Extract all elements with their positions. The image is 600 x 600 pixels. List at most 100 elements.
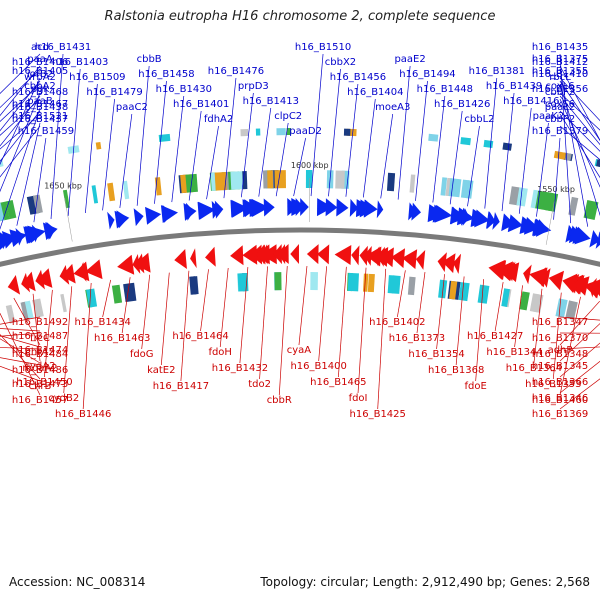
- feature-block: [255, 128, 261, 136]
- label-leader-line: [397, 270, 406, 318]
- label-leader-line: [397, 65, 411, 200]
- label-leader-line: [475, 279, 485, 382]
- forward-gene-arrow: [336, 198, 349, 217]
- forward-gene-label: h16_B1439: [486, 81, 542, 92]
- feature-block: [363, 273, 369, 292]
- label-leader-line: [200, 269, 209, 332]
- reverse-gene-arrow: [317, 244, 330, 265]
- scale-tick: [64, 198, 73, 242]
- forward-gene-label: h16_B1381: [469, 66, 525, 77]
- forward-gene-label: h16_B1456: [330, 72, 386, 83]
- label-leader-line: [380, 113, 394, 199]
- forward-gene-label: h16_B1438: [12, 102, 68, 113]
- feature-block: [335, 170, 345, 189]
- forward-gene-label: h16_B1403: [52, 57, 108, 68]
- label-leader-line: [136, 65, 150, 206]
- label-leader-line: [559, 296, 581, 396]
- feature-block: [91, 185, 99, 204]
- forward-gene-label: pgk: [31, 84, 50, 95]
- forward-gene-arrow: [486, 211, 495, 229]
- feature-block: [483, 139, 494, 149]
- label-leader-line: [0, 107, 41, 230]
- feature-block: [5, 200, 17, 220]
- label-leader-line: [293, 137, 306, 197]
- feature-block: [305, 170, 313, 189]
- forward-gene-arrow: [408, 202, 417, 221]
- reverse-gene-arrow: [437, 252, 447, 273]
- label-leader-line: [63, 286, 73, 394]
- label-leader-line: [416, 272, 426, 334]
- feature-block: [583, 200, 599, 220]
- feature-block: [0, 159, 4, 167]
- reverse-gene-arrow: [85, 259, 103, 280]
- forward-gene-label: acd: [31, 42, 49, 53]
- reverse-gene-label: h16_B1492: [12, 317, 68, 328]
- feature-block: [596, 159, 600, 167]
- forward-gene-arrow: [107, 211, 115, 230]
- label-leader-line: [0, 312, 41, 396]
- feature-block: [111, 284, 123, 304]
- feature-block: [347, 272, 359, 292]
- feature-block: [237, 273, 249, 292]
- forward-gene-label: paaL2: [545, 102, 576, 113]
- label-leader-line: [559, 316, 600, 321]
- reverse-gene-label: h16_B1345: [532, 361, 588, 372]
- forward-gene-label: cbbL2: [464, 114, 494, 125]
- reverse-gene-label: katE2: [147, 365, 175, 376]
- forward-gene-arrow: [535, 219, 550, 237]
- feature-block: [123, 282, 137, 303]
- reverse-gene-label: chrA2: [25, 347, 54, 358]
- reverse-gene-label: h16_B1486: [12, 365, 68, 376]
- forward-gene-arrow: [519, 216, 538, 235]
- forward-gene-label: h16_B1494: [399, 69, 455, 80]
- label-leader-line: [0, 338, 41, 364]
- forward-gene-arrow: [9, 229, 28, 247]
- forward-gene-arrow: [316, 198, 333, 217]
- feature-block: [267, 170, 274, 189]
- forward-gene-label: h16_B1467: [12, 99, 68, 110]
- feature-block: [190, 276, 199, 295]
- reverse-gene-arrow: [574, 274, 584, 295]
- reverse-gene-label: h16_B1460: [532, 395, 588, 406]
- forward-gene-arrow: [501, 213, 515, 232]
- feature-block: [276, 128, 286, 136]
- feature-block: [242, 171, 248, 190]
- forward-gene-label: h16_B1476: [208, 66, 264, 77]
- forward-gene-label: h16_B1509: [69, 72, 125, 83]
- forward-gene-label: clpC2: [274, 111, 302, 122]
- forward-gene-label: prpD3: [238, 81, 269, 92]
- forward-gene-label: cbbX2: [325, 57, 356, 68]
- reverse-gene-label: h16_B1353: [525, 379, 581, 390]
- forward-gene-label: h16_B1510: [295, 42, 351, 53]
- reverse-gene-label: tdo2: [248, 379, 271, 390]
- forward-gene-label: fdhA2: [204, 114, 233, 125]
- label-leader-line: [552, 292, 562, 380]
- feature-block: [386, 172, 396, 192]
- reverse-gene-arrow: [391, 248, 406, 269]
- label-leader-line: [518, 107, 532, 214]
- label-leader-line: [278, 266, 288, 396]
- forward-gene-arrow: [133, 208, 144, 227]
- forward-gene-arrow: [355, 199, 374, 218]
- label-leader-line: [180, 270, 190, 382]
- reverse-gene-label: cbbR: [267, 395, 292, 406]
- label-leader-line: [0, 77, 41, 165]
- forward-gene-arrow: [162, 204, 173, 223]
- forward-gene-label: cbbB: [137, 54, 162, 65]
- label-leader-line: [559, 83, 600, 217]
- forward-gene-label: cbbP2: [545, 114, 576, 125]
- feature-block: [240, 128, 249, 137]
- feature-block: [32, 194, 43, 214]
- label-leader-line: [357, 267, 367, 394]
- forward-gene-arrow: [25, 226, 45, 244]
- reverse-gene-arrow: [120, 254, 135, 275]
- label-leader-line: [0, 365, 41, 382]
- feature-block: [60, 293, 67, 313]
- forward-gene-label: h16_B1406: [12, 57, 68, 68]
- reverse-gene-arrow: [402, 249, 418, 270]
- feature-block: [555, 298, 568, 318]
- label-leader-line: [559, 80, 600, 142]
- forward-gene-label: h16_B1435: [532, 42, 588, 53]
- feature-block: [107, 182, 116, 202]
- label-leader-line: [154, 80, 167, 204]
